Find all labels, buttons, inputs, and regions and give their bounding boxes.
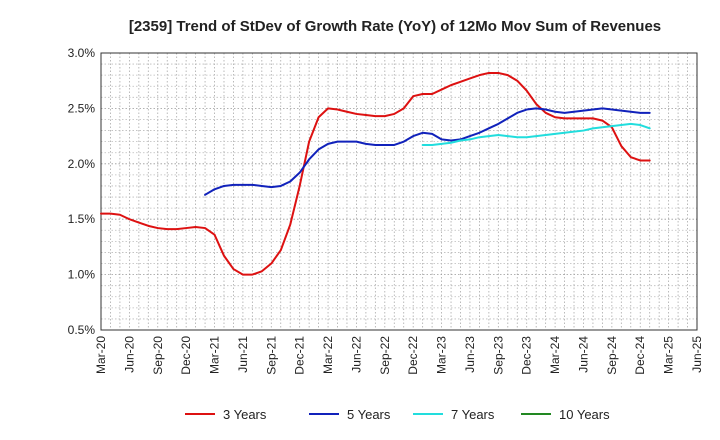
x-tick-label: Jun-21 [236,336,250,373]
x-tick-label: Mar-22 [321,336,335,374]
x-tick-label: Dec-20 [179,336,193,375]
x-tick-label: Dec-23 [520,336,534,375]
legend: 3 Years 5 Years 7 Years 10 Years [185,407,610,422]
x-tick-label: Mar-25 [662,336,676,374]
x-tick-label: Sep-23 [491,336,505,375]
y-tick-label: 1.5% [68,212,96,226]
x-tick-label: Jun-22 [349,336,363,373]
x-tick-label: Jun-25 [690,336,704,373]
x-tick-label: Mar-20 [94,336,108,374]
y-tick-label: 2.5% [68,101,96,115]
y-tick-label: 1.0% [68,268,96,282]
legend-label-7-years: 7 Years [451,407,495,422]
legend-label-5-years: 5 Years [347,407,391,422]
x-tick-label: Dec-24 [633,336,647,375]
x-tick-label: Jun-20 [122,336,136,373]
x-tick-label: Dec-21 [293,336,307,375]
x-tick-label: Mar-23 [435,336,449,374]
x-tick-label: Dec-22 [406,336,420,375]
x-tick-label: Sep-22 [378,336,392,375]
axes: 0.5% 1.0% 1.5% 2.0% 2.5% 3.0% Mar-20 Jun-20 Sep-… [68,46,704,375]
x-tick-label: Sep-21 [264,336,278,375]
legend-label-3-years: 3 Years [223,407,267,422]
y-tick-label: 3.0% [68,46,96,60]
y-tick-label: 2.0% [68,157,96,171]
series-line-7-years [421,122,651,146]
legend-label-10-years: 10 Years [559,407,610,422]
x-tick-label: Jun-24 [576,336,590,373]
plot-frame [100,52,698,331]
x-tick-label: Sep-20 [151,336,165,375]
x-tick-label: Jun-23 [463,336,477,373]
chart-title: [2359] Trend of StDev of Growth Rate (Yo… [129,18,661,35]
x-tick-label: Sep-24 [605,336,619,375]
series-lines [100,71,651,276]
x-tick-label: Mar-21 [208,336,222,374]
grid [101,53,697,330]
x-tick-label: Mar-24 [548,336,562,374]
series-line-5-years [204,107,651,196]
series-line-3-years [100,71,651,276]
y-tick-label: 0.5% [68,323,96,337]
